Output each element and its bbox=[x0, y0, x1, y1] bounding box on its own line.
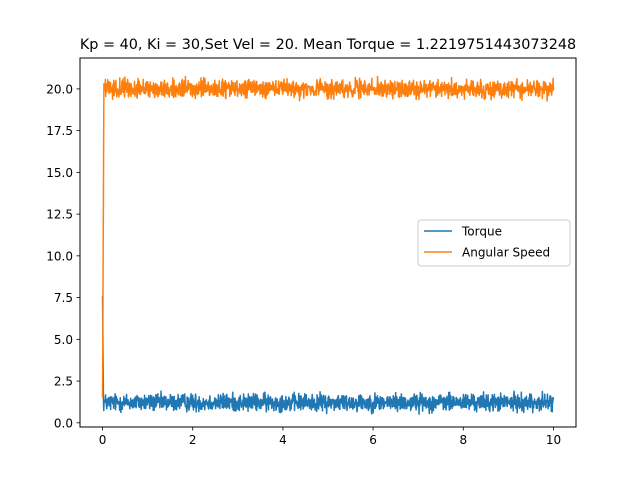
series-line-torque bbox=[101, 295, 555, 415]
y-tick-label: 2.5 bbox=[54, 375, 73, 389]
x-tick-label: 8 bbox=[459, 433, 467, 447]
x-tick-label: 4 bbox=[279, 433, 287, 447]
y-tick-label: 15.0 bbox=[46, 166, 73, 180]
y-tick-label: 5.0 bbox=[54, 333, 73, 347]
axes-frame bbox=[79, 57, 577, 428]
legend-label-torque: Torque bbox=[461, 225, 502, 239]
legend-label-angular-speed: Angular Speed bbox=[462, 246, 550, 260]
series-line-angular-speed bbox=[101, 75, 555, 398]
x-tick-label: 10 bbox=[546, 433, 561, 447]
y-tick-label: 0.0 bbox=[54, 416, 73, 430]
x-axis: 0 2 4 6 8 10 bbox=[99, 427, 561, 447]
x-tick-label: 0 bbox=[99, 433, 107, 447]
y-tick-label: 17.5 bbox=[46, 124, 73, 138]
x-tick-label: 2 bbox=[189, 433, 197, 447]
legend-box bbox=[417, 219, 571, 267]
x-tick-label: 6 bbox=[369, 433, 377, 447]
plot-area bbox=[101, 75, 555, 415]
y-tick-label: 20.0 bbox=[46, 82, 73, 96]
legend: Torque Angular Speed bbox=[417, 219, 571, 267]
y-tick-label: 7.5 bbox=[54, 291, 73, 305]
chart-title: Kp = 40, Ki = 30,Set Vel = 20. Mean Torq… bbox=[80, 37, 576, 53]
y-tick-label: 10.0 bbox=[46, 249, 73, 263]
y-tick-label: 12.5 bbox=[46, 208, 73, 222]
y-axis: 0.0 2.5 5.0 7.5 10.0 12.5 15.0 17.5 20.0 bbox=[46, 82, 80, 430]
